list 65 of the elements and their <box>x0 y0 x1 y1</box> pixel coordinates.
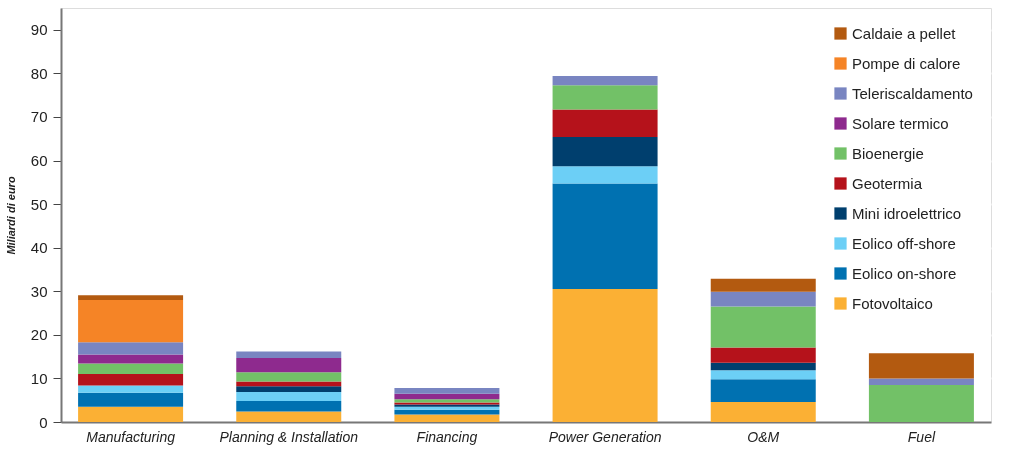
bar <box>710 306 816 348</box>
x-tick-label: Financing <box>416 428 478 445</box>
legend-label: Fotovoltaico <box>852 294 933 312</box>
bar <box>710 278 816 292</box>
bar <box>78 385 184 393</box>
bar <box>552 109 658 137</box>
y-tick-label: 0 <box>39 413 48 431</box>
bar <box>236 411 342 422</box>
bar <box>236 386 342 392</box>
bar <box>78 354 184 364</box>
bar <box>552 289 658 422</box>
y-tick-label: 90 <box>30 21 48 39</box>
bar <box>868 378 974 385</box>
y-tick-label: 30 <box>30 282 48 300</box>
x-tick-label: Planning & Installation <box>219 428 359 445</box>
bar <box>710 370 816 380</box>
bar <box>236 357 342 373</box>
x-tick-label: Fuel <box>907 428 936 445</box>
y-axis-title: Miliardi di euro <box>4 176 17 255</box>
legend-label: Mini idroelettrico <box>852 204 962 222</box>
legend-label: Caldaie a pellet <box>852 24 957 42</box>
legend-label: Bioenergie <box>852 144 924 162</box>
y-tick-label: 70 <box>30 108 48 126</box>
bar <box>710 379 816 402</box>
bar <box>552 166 658 184</box>
y-tick-label: 80 <box>30 64 48 82</box>
bar <box>78 299 184 343</box>
bar <box>868 384 974 422</box>
bar <box>78 363 184 375</box>
bar <box>394 409 500 415</box>
y-tick-label: 60 <box>30 152 48 170</box>
y-tick-label: 40 <box>30 239 48 257</box>
bar <box>78 295 184 300</box>
legend-label: Solare termico <box>852 114 949 132</box>
y-tick-label: 50 <box>30 195 48 213</box>
bar <box>78 342 184 355</box>
bar <box>394 388 500 394</box>
bar <box>710 362 816 371</box>
bar <box>236 381 342 387</box>
bar <box>710 291 816 307</box>
bar <box>868 353 974 379</box>
legend-label: Pompe di calore <box>852 54 961 72</box>
bar <box>552 85 658 110</box>
bar <box>552 75 658 86</box>
bar <box>78 392 184 407</box>
legend-label: Geotermia <box>852 174 923 192</box>
legend-label: Teleriscaldamento <box>852 84 973 102</box>
bar <box>710 401 816 422</box>
bar <box>236 372 342 382</box>
bar <box>710 347 816 363</box>
x-tick-label: Manufacturing <box>86 428 176 445</box>
legend-label: Eolico off-shore <box>852 234 956 252</box>
x-tick-label: Power Generation <box>548 428 662 445</box>
y-tick-label: 10 <box>30 369 48 387</box>
bar <box>552 183 658 290</box>
bar <box>236 391 342 402</box>
bar <box>78 374 184 386</box>
bar <box>394 414 500 422</box>
bar <box>236 351 342 358</box>
x-tick-label: O&M <box>747 428 780 445</box>
bar <box>552 136 658 167</box>
bar <box>78 406 184 422</box>
bar <box>236 401 342 412</box>
y-tick-label: 20 <box>30 326 48 344</box>
legend-label: Eolico on-shore <box>852 264 957 282</box>
